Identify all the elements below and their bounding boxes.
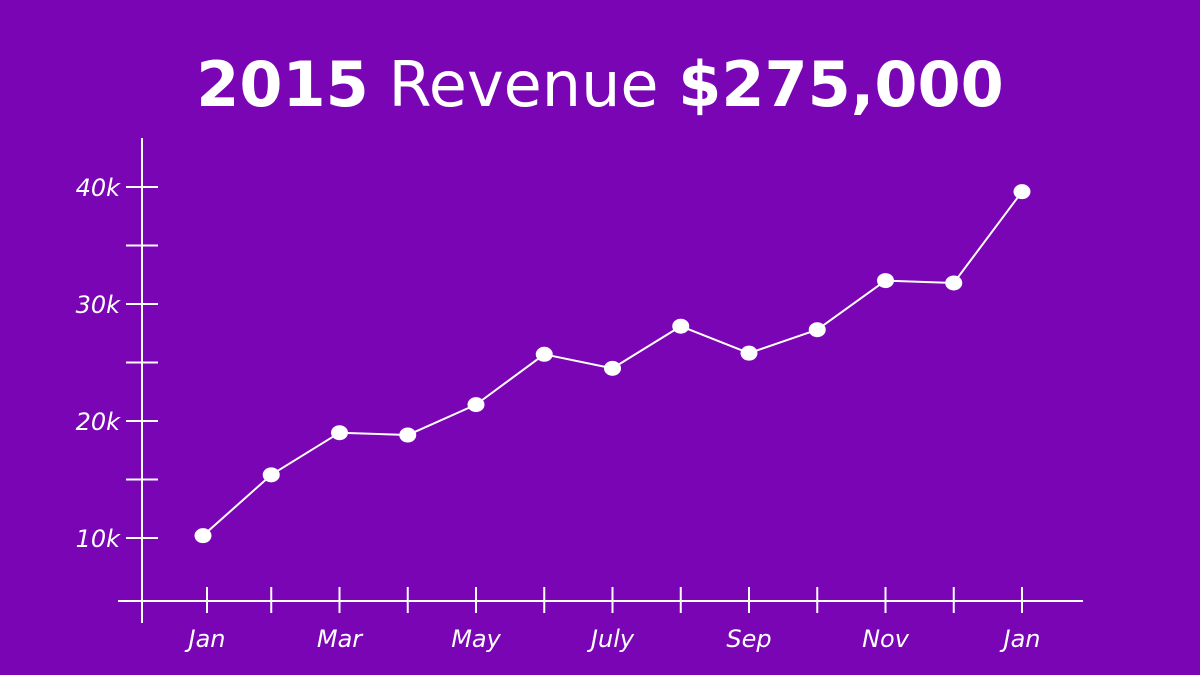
y-tick-label: 20k <box>76 408 122 436</box>
chart-tick-labels: 10k 20k 30k 40k Jan Mar May July Sep Nov Jan <box>76 174 1041 653</box>
title-year: 2015 <box>196 48 369 121</box>
y-tick-label: 40k <box>76 174 122 202</box>
data-point <box>194 528 212 544</box>
data-point <box>672 318 690 334</box>
title-amount: $275,000 <box>678 48 1004 121</box>
data-point <box>262 467 280 483</box>
title-label: Revenue <box>388 48 659 121</box>
chart-axes <box>118 138 1083 623</box>
x-tick-label: May <box>451 625 501 653</box>
x-tick-label: Jan <box>1000 625 1041 653</box>
data-point <box>467 397 485 413</box>
data-point <box>331 425 348 441</box>
x-tick-label: July <box>587 625 635 653</box>
chart-series <box>194 184 1031 544</box>
data-point <box>604 360 621 376</box>
x-tick-label: Nov <box>862 625 910 653</box>
x-tick-label: Mar <box>317 625 364 653</box>
data-point <box>1013 184 1031 200</box>
data-point <box>399 427 417 443</box>
x-tick-label: Sep <box>726 625 771 653</box>
data-point <box>740 345 758 361</box>
data-point <box>877 273 894 289</box>
y-tick-label: 30k <box>76 291 122 319</box>
chart-title: 2015 Revenue $275,000 <box>0 40 1200 130</box>
y-tick-label: 10k <box>76 525 122 553</box>
data-point <box>808 322 826 338</box>
data-point <box>945 275 963 291</box>
data-point <box>535 346 553 362</box>
x-tick-label: Jan <box>185 625 226 653</box>
